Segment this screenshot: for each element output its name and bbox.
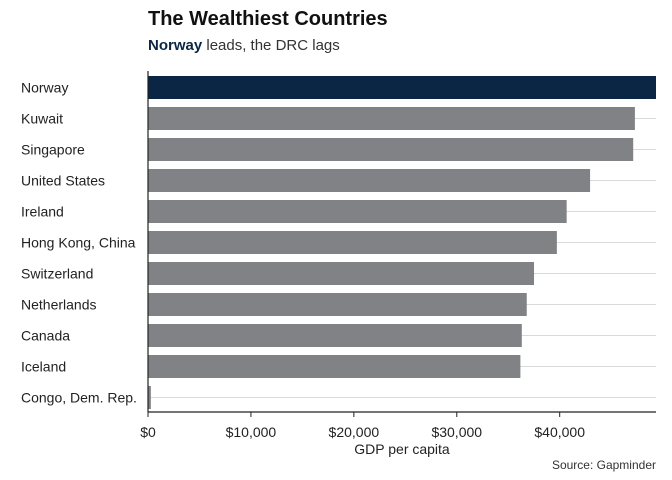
x-axis-title: GDP per capita — [354, 441, 450, 457]
subtitle-highlight: Norway — [148, 37, 203, 54]
source-note: Source: Gapminder — [551, 458, 656, 472]
bar — [148, 76, 656, 99]
bar — [148, 231, 557, 254]
bar — [148, 355, 521, 378]
bar — [148, 138, 634, 161]
x-tick-label: $10,000 — [226, 424, 277, 440]
bar — [148, 200, 567, 223]
x-tick-label: $40,000 — [534, 424, 585, 440]
bar — [148, 262, 535, 285]
category-label: United States — [21, 173, 105, 189]
subtitle-rest: leads, the DRC lags — [202, 37, 340, 54]
bar — [148, 293, 527, 316]
category-label: Congo, Dem. Rep. — [21, 390, 137, 406]
category-label: Norway — [21, 80, 68, 96]
category-label: Kuwait — [21, 111, 63, 127]
category-label: Singapore — [21, 142, 85, 158]
bar — [148, 107, 635, 130]
chart-title: The Wealthiest Countries — [148, 8, 388, 30]
x-tick-label: $30,000 — [431, 424, 482, 440]
category-label: Switzerland — [21, 266, 93, 282]
chart-subtitle: Norway leads, the DRC lags — [148, 37, 340, 54]
bar — [148, 386, 151, 409]
x-tick-label: $0 — [140, 424, 156, 440]
category-label: Ireland — [21, 204, 64, 220]
category-label: Canada — [21, 328, 70, 344]
category-label: Hong Kong, China — [21, 235, 136, 251]
category-label: Iceland — [21, 359, 66, 375]
bar — [148, 169, 591, 192]
bar — [148, 324, 522, 347]
x-tick-label: $20,000 — [329, 424, 380, 440]
category-label: Netherlands — [21, 297, 97, 313]
